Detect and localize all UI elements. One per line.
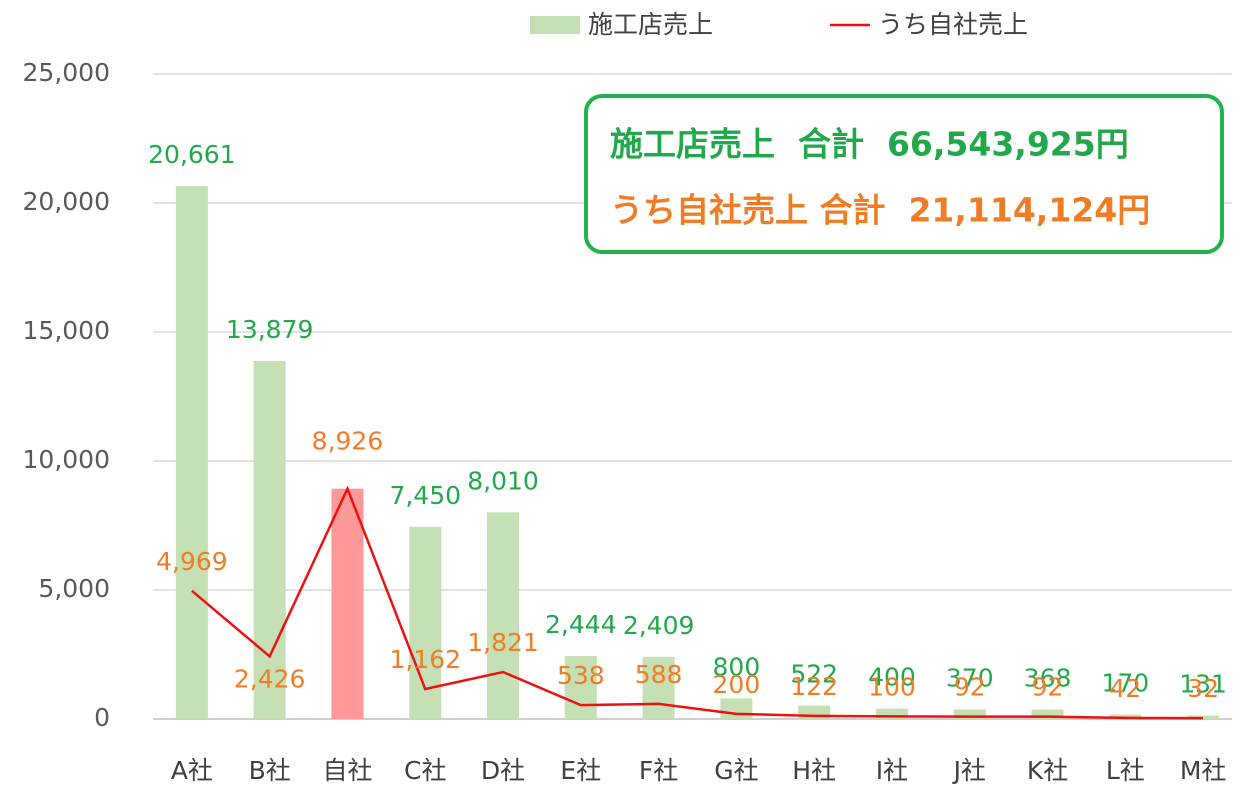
line-value-label: 92 bbox=[1032, 673, 1064, 702]
x-tick-label: I社 bbox=[876, 756, 908, 785]
legend-label: 施工店売上 bbox=[588, 10, 713, 39]
line-value-label: 200 bbox=[713, 670, 761, 699]
bar bbox=[253, 360, 286, 719]
x-tick-label: H社 bbox=[792, 756, 836, 785]
x-tick-label: C社 bbox=[404, 756, 446, 785]
line-value-label: 122 bbox=[790, 672, 838, 701]
bar-value-label: 170 bbox=[1101, 669, 1149, 698]
x-tick-label: A社 bbox=[171, 756, 213, 785]
bar-value-label: 2,409 bbox=[623, 611, 695, 640]
bar-value-label: 8,010 bbox=[467, 466, 539, 495]
bar-value-label: 368 bbox=[1024, 664, 1072, 693]
line-value-label: 1,162 bbox=[389, 645, 461, 674]
x-tick-label: K社 bbox=[1027, 756, 1068, 785]
bar bbox=[953, 709, 986, 719]
y-tick-label: 10,000 bbox=[23, 445, 110, 474]
x-tick-label: G社 bbox=[714, 756, 758, 785]
line-value-label: 92 bbox=[954, 673, 986, 702]
bar bbox=[875, 708, 908, 719]
x-tick-label: J社 bbox=[952, 756, 986, 785]
line-value-label: 100 bbox=[868, 672, 916, 701]
line-value-label: 2,426 bbox=[234, 664, 306, 693]
y-tick-label: 5,000 bbox=[38, 574, 110, 603]
bar-value-label: 7,450 bbox=[389, 481, 461, 510]
line-value-label: 4,969 bbox=[156, 547, 228, 576]
bar bbox=[487, 512, 520, 719]
bar bbox=[642, 656, 675, 719]
bar-value-label: 131 bbox=[1179, 670, 1227, 699]
line-value-label: 32 bbox=[1187, 674, 1219, 703]
bar-value-label: 400 bbox=[868, 663, 916, 692]
line-value-label: 42 bbox=[1109, 674, 1141, 703]
line-value-label: 1,821 bbox=[467, 628, 539, 657]
bar-value-label: 2,444 bbox=[545, 610, 617, 639]
annotation: 施工店売上 合計 66,543,925円 bbox=[610, 125, 1129, 164]
bar bbox=[1031, 709, 1064, 719]
line-value-label: 588 bbox=[635, 660, 683, 689]
y-tick-label: 15,000 bbox=[23, 316, 110, 345]
bar bbox=[564, 655, 597, 719]
annotation-box bbox=[584, 94, 1224, 254]
bar bbox=[720, 698, 753, 719]
bar-value-label: 13,879 bbox=[226, 315, 313, 344]
annotation: うち自社売上 合計 21,114,124円 bbox=[610, 191, 1150, 230]
x-tick-label: F社 bbox=[639, 756, 678, 785]
line-value-label: 538 bbox=[557, 661, 605, 690]
x-tick-label: D社 bbox=[481, 756, 525, 785]
bar bbox=[331, 488, 364, 719]
legend-swatch bbox=[530, 16, 580, 34]
bar bbox=[175, 185, 208, 720]
bar-value-label: 800 bbox=[713, 652, 761, 681]
x-tick-label: B社 bbox=[249, 756, 291, 785]
bar-value-label: 370 bbox=[946, 663, 994, 692]
y-tick-label: 25,000 bbox=[23, 58, 110, 87]
line-value-label: 8,926 bbox=[312, 427, 384, 456]
y-tick-label: 0 bbox=[94, 703, 110, 732]
x-tick-label: 自社 bbox=[322, 756, 372, 785]
bar-value-label: 20,661 bbox=[148, 140, 235, 169]
y-tick-label: 20,000 bbox=[23, 187, 110, 216]
x-tick-label: E社 bbox=[560, 756, 601, 785]
x-tick-label: L社 bbox=[1106, 756, 1145, 785]
legend-label: うち自社売上 bbox=[878, 10, 1028, 39]
x-tick-label: M社 bbox=[1180, 756, 1227, 785]
bar-value-label: 522 bbox=[790, 660, 838, 689]
line bbox=[191, 485, 1204, 720]
